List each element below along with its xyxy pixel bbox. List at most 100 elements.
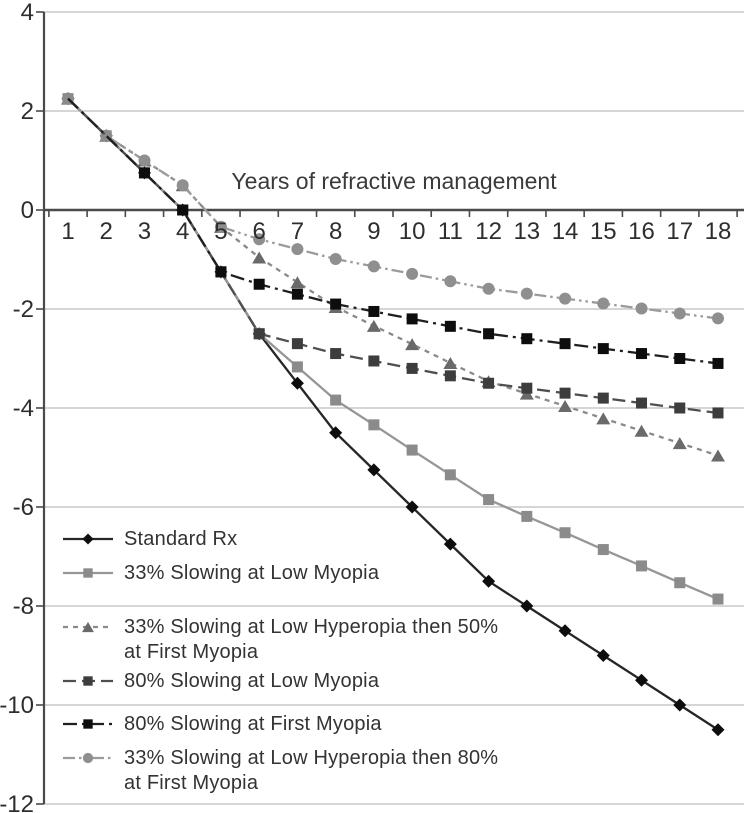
gridlines (44, 11, 744, 805)
marker-triangle (596, 412, 611, 425)
series-line-fm80 (67, 97, 719, 365)
marker-square (636, 560, 648, 572)
series-line-lm33 (67, 97, 719, 601)
y-tick-label: -4 (13, 395, 34, 422)
y-tick-label: -2 (13, 296, 34, 323)
series-lh33_fm80 (62, 92, 724, 325)
marker-square (597, 544, 609, 556)
marker-square (444, 320, 456, 332)
marker-circle (520, 287, 533, 300)
marker-circle (559, 292, 572, 305)
y-tick-label: -10 (0, 692, 34, 719)
marker-square (674, 353, 686, 364)
marker-square (712, 593, 724, 605)
series-line-lh33_fm50 (67, 97, 719, 457)
x-tick-label: 11 (438, 218, 463, 245)
marker-diamond (596, 649, 610, 662)
series-lh33_fm50 (61, 92, 725, 462)
marker-circle (635, 302, 648, 315)
marker-square (712, 357, 724, 369)
marker-diamond (635, 673, 649, 687)
marker-triangle (252, 251, 267, 264)
marker-square (597, 343, 609, 355)
x-tick-label: 4 (176, 218, 189, 245)
marker-triangle (558, 400, 573, 413)
x-tick-label: 3 (138, 218, 151, 245)
marker-circle (291, 243, 304, 256)
x-tick-label: 16 (628, 218, 655, 245)
marker-square (253, 278, 265, 290)
x-tick-label: 5 (214, 218, 227, 245)
marker-diamond (405, 500, 419, 514)
x-tick-label: 15 (590, 218, 617, 245)
marker-triangle (443, 356, 458, 369)
marker-square (636, 397, 648, 409)
marker-diamond (329, 426, 343, 440)
marker-diamond (290, 376, 304, 390)
marker-square (138, 167, 150, 179)
x-tick-label: 9 (367, 218, 380, 245)
marker-square (559, 527, 571, 539)
y-tick-label: 2 (21, 98, 34, 125)
x-tick-label: 2 (100, 218, 113, 245)
y-tick-label: 4 (21, 0, 34, 26)
x-tick-label: 13 (513, 218, 540, 245)
x-tick-label: 7 (291, 218, 304, 245)
y-tick-label: -6 (13, 494, 34, 521)
marker-triangle (634, 424, 649, 437)
axes (36, 11, 744, 805)
marker-square (712, 407, 724, 419)
marker-square (330, 394, 342, 406)
y-tick-label: -12 (0, 791, 34, 813)
marker-circle (329, 253, 342, 266)
marker-square (291, 361, 303, 373)
y-tick-label: 0 (21, 197, 34, 224)
x-tick-label: 8 (329, 218, 342, 245)
marker-square (100, 130, 112, 142)
marker-square (406, 444, 418, 456)
marker-square (521, 382, 533, 394)
marker-square (177, 204, 189, 216)
marker-circle (444, 275, 457, 288)
marker-triangle (672, 437, 687, 450)
x-tick-label: 1 (61, 218, 74, 245)
marker-circle (406, 267, 419, 280)
x-tick-label: 17 (666, 218, 693, 245)
series-lm80 (67, 97, 724, 419)
marker-triangle (366, 319, 381, 332)
marker-diamond (482, 574, 496, 588)
marker-diamond (367, 463, 381, 477)
marker-square (330, 298, 342, 310)
marker-circle (597, 297, 610, 310)
marker-square (559, 387, 571, 399)
marker-square (368, 419, 380, 431)
x-tick-label: 14 (552, 218, 579, 245)
marker-square (521, 333, 533, 345)
chart-title: Years of refractive management (231, 168, 557, 194)
marker-square (330, 348, 342, 360)
x-tick-label: 18 (705, 218, 732, 245)
marker-square (291, 288, 303, 300)
marker-square (521, 510, 533, 522)
marker-circle (253, 233, 266, 246)
series-line-lh33_fm80 (67, 97, 719, 320)
marker-square (406, 313, 418, 325)
marker-circle (711, 312, 724, 325)
marker-triangle (710, 449, 725, 462)
marker-square (444, 370, 456, 382)
x-tick-label: 6 (252, 218, 265, 245)
marker-circle (138, 154, 151, 167)
marker-circle (176, 179, 189, 192)
marker-square (483, 328, 495, 340)
marker-diamond (520, 599, 534, 613)
x-tick-label: 10 (399, 218, 426, 245)
marker-square (674, 577, 686, 589)
marker-square (483, 494, 495, 506)
series-fm80 (67, 97, 724, 369)
marker-circle (214, 220, 227, 233)
series-line-lm80 (67, 97, 719, 415)
data-series (61, 92, 725, 737)
